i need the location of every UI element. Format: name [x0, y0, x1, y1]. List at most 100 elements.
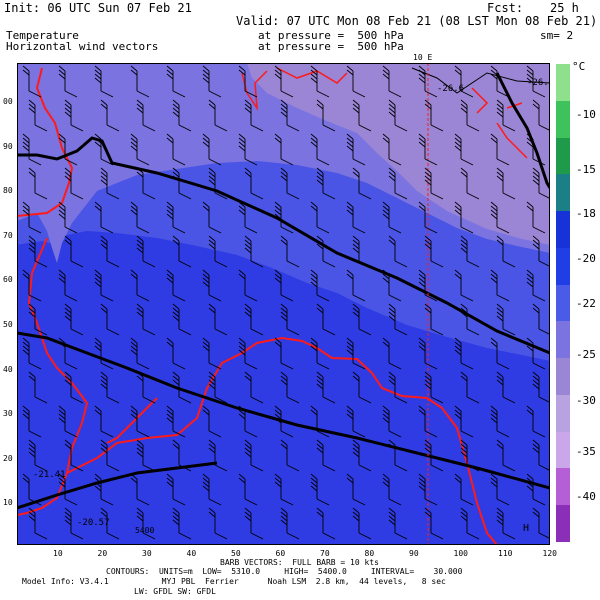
wind-barb — [64, 507, 84, 540]
wind-barb — [172, 167, 192, 200]
wind-barb — [274, 405, 294, 438]
model-info: Model Info: V3.4.1 MYJ PBL Ferrier Noah … — [22, 577, 446, 586]
wind-barb — [94, 201, 114, 234]
wind-barb — [352, 99, 372, 132]
wind-barb — [310, 133, 330, 166]
wind-barb — [532, 439, 550, 472]
colorbar — [556, 64, 570, 543]
wind-barb — [382, 65, 402, 98]
y-tick-label: 20 — [3, 453, 13, 463]
wind-barb — [352, 235, 372, 268]
wind-barb — [202, 473, 222, 506]
wind-barb — [94, 405, 114, 438]
x-tick-label: 50 — [231, 549, 241, 558]
wind-barb — [526, 133, 546, 166]
wind-barb — [382, 133, 402, 166]
wind-barb — [526, 269, 546, 302]
wind-barb — [238, 337, 258, 370]
wind-barb — [64, 167, 84, 200]
wind-barb — [100, 303, 120, 336]
wind-barb — [454, 337, 474, 370]
wind-barb — [490, 337, 510, 370]
wind-barb — [130, 405, 150, 438]
wind-barb — [526, 65, 546, 98]
colorbar-segment — [556, 100, 570, 139]
wind-barb — [22, 405, 42, 438]
wind-barb — [136, 507, 156, 540]
x-tick-label: 30 — [142, 549, 152, 558]
wind-barb — [94, 65, 114, 98]
wind-barb — [244, 99, 264, 132]
wind-barb — [454, 133, 474, 166]
wind-barb — [100, 371, 120, 404]
wind-barb — [100, 439, 120, 472]
wind-barb — [460, 371, 480, 404]
colorbar-segment — [556, 247, 570, 286]
wind-barb — [166, 133, 186, 166]
wind-barb — [244, 235, 264, 268]
wind-barb — [496, 235, 516, 268]
wind-barb — [346, 201, 366, 234]
wind-barb — [280, 99, 300, 132]
temperature-isoline — [411, 67, 550, 94]
wind-barb — [460, 99, 480, 132]
y-tick-label: 10 — [3, 498, 13, 508]
wind-barb — [166, 269, 186, 302]
colorbar-label: -40 — [576, 490, 596, 503]
wind-barb — [424, 507, 444, 540]
wind-barb — [352, 439, 372, 472]
wind-barb — [64, 303, 84, 336]
wind-barb — [172, 439, 192, 472]
wind-barb — [424, 371, 444, 404]
wind-barb — [424, 167, 444, 200]
wind-barb — [418, 65, 438, 98]
wind-barb — [280, 303, 300, 336]
wind-barb — [346, 65, 366, 98]
y-tick-label: 00 — [3, 97, 13, 106]
y-tick-label: 80 — [3, 186, 13, 196]
wind-barb — [208, 99, 228, 132]
wind-barb — [28, 99, 48, 132]
wind-barb — [208, 507, 228, 540]
wind-barb — [526, 201, 546, 234]
wind-barb — [424, 303, 444, 336]
wind-barbs — [22, 65, 550, 540]
wind-barb — [346, 473, 366, 506]
valid-time: Valid: 07 UTC Mon 08 Feb 21 (08 LST Mon … — [236, 14, 598, 28]
wind-barb — [202, 405, 222, 438]
wind-barb — [136, 303, 156, 336]
wind-barb — [100, 167, 120, 200]
wind-barb — [352, 507, 372, 540]
contour-label: -26.6 — [437, 84, 464, 94]
wind-barb — [130, 201, 150, 234]
wind-barb — [136, 99, 156, 132]
wind-barb — [310, 473, 330, 506]
wind-barb — [382, 269, 402, 302]
colorbar-segment — [556, 284, 570, 322]
wind-barb — [388, 371, 408, 404]
wind-barb — [454, 405, 474, 438]
wind-barb — [532, 167, 550, 200]
contour-label: -26.5 — [527, 78, 550, 88]
wind-barb — [490, 133, 510, 166]
wind-barb — [454, 65, 474, 98]
wind-barb — [532, 235, 550, 268]
wind-barb — [526, 337, 546, 370]
wind-barb — [238, 405, 258, 438]
wind-barb — [352, 167, 372, 200]
wind-barb — [166, 405, 186, 438]
wind-barb — [280, 507, 300, 540]
temperature-map: -26.6 -26.5 -21.41 -20.57 5400 H — [17, 63, 550, 545]
wind-barb — [94, 473, 114, 506]
colorbar-label: -20 — [576, 252, 596, 265]
wind-barb — [166, 201, 186, 234]
y-tick-label: 30 — [3, 409, 13, 419]
wind-barb — [316, 235, 336, 268]
wind-barb — [208, 303, 228, 336]
field-temperature-level: at pressure = 500 hPa — [258, 29, 404, 42]
wind-barb — [64, 235, 84, 268]
wind-barb — [418, 201, 438, 234]
wind-barb — [22, 473, 42, 506]
wind-barb — [382, 473, 402, 506]
x-tick-label: 70 — [320, 549, 330, 558]
